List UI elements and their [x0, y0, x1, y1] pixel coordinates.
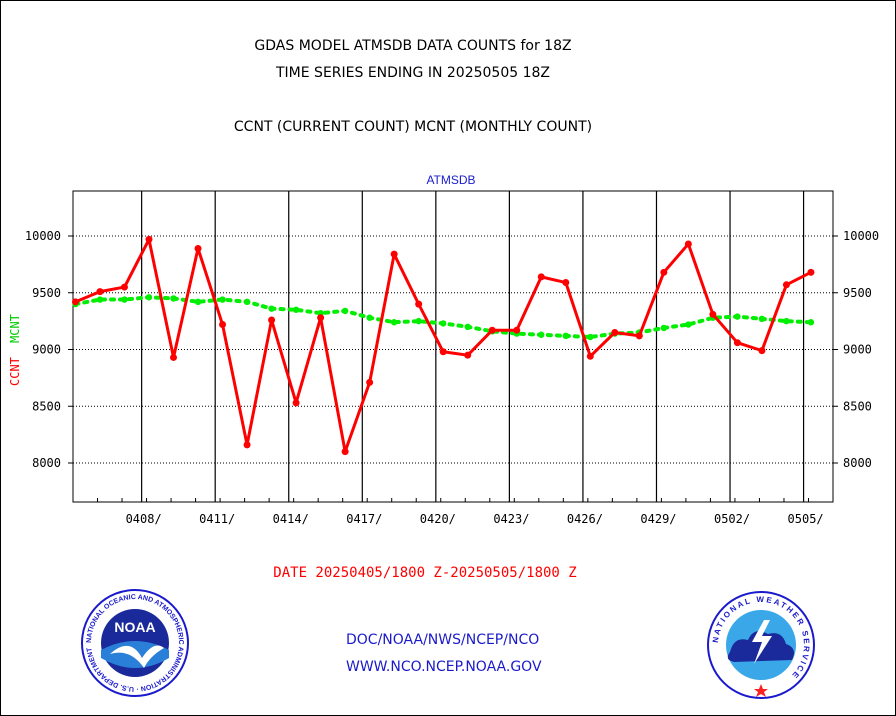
chart-title-line2: TIME SERIES ENDING IN 20250505 18Z: [276, 65, 550, 81]
ccnt-point: [464, 351, 472, 359]
y-tick-label-right: 8000: [843, 456, 872, 470]
x-tick-label: 0417/: [346, 512, 382, 526]
chart-title-line3: CCNT (CURRENT COUNT) MCNT (MONTHLY COUNT…: [233, 119, 593, 135]
ccnt-point: [366, 378, 374, 386]
ccnt-point: [317, 314, 325, 322]
x-tick-label: 0502/: [714, 512, 750, 526]
ccnt-point: [219, 321, 227, 329]
ccnt-point: [194, 244, 202, 252]
y-tick-label-right: 9000: [843, 343, 872, 357]
axis-layer: 8000 8000 8500 8500 9000 9000 9500 9500 10000 100…: [25, 190, 879, 526]
mcnt-point: [341, 307, 349, 315]
mcnt-point: [219, 296, 226, 303]
ccnt-point: [807, 268, 815, 276]
nws-logo-icon: NATIONAL WEATHER SERVICE: [707, 591, 815, 699]
mcnt-point: [366, 314, 373, 321]
ccnt-point: [684, 240, 692, 248]
org-line: DOC/NOAA/NWS/NCEP/NCO: [346, 632, 540, 648]
date-range: DATE 20250405/1800 Z-20250505/1800 Z: [273, 565, 577, 581]
ccnt-point: [243, 441, 251, 449]
y-tick-label-left: 8500: [32, 399, 61, 413]
mcnt-point: [439, 320, 447, 327]
ccnt-line: [73, 237, 813, 454]
noaa-logo-icon: NATIONAL OCEANIC AND ATMOSPHERIC ADMINIS…: [80, 588, 189, 697]
mcnt-point: [292, 306, 300, 313]
ccnt-point: [341, 448, 349, 456]
ccnt-point: [71, 298, 79, 306]
ccnt-point: [170, 353, 178, 361]
ccnt-series: [71, 235, 815, 456]
y-tick-label-right: 10000: [843, 229, 879, 243]
mcnt-point: [243, 298, 251, 306]
ccnt-point: [709, 310, 717, 318]
x-tick-label: 0505/: [788, 512, 824, 526]
mcnt-point: [660, 324, 668, 332]
x-tick-label: 0426/: [567, 512, 603, 526]
mcnt-point: [562, 332, 569, 340]
mcnt-point: [145, 294, 153, 301]
grid-layer: [73, 191, 833, 502]
ccnt-point: [390, 250, 398, 258]
y-tick-label-left: 10000: [25, 229, 61, 243]
mcnt-point: [121, 296, 128, 303]
ccnt-point: [611, 328, 619, 336]
x-tick-label: 0408/: [126, 512, 162, 526]
ccnt-point: [758, 347, 766, 355]
ccnt-point: [635, 332, 643, 340]
y-tick-label-left: 9500: [32, 286, 61, 300]
ccnt-point: [488, 326, 496, 334]
mcnt-point: [390, 319, 398, 326]
mcnt-point: [538, 331, 545, 338]
ccnt-point: [415, 300, 423, 308]
ccnt-axis-label: CCNT: [8, 357, 22, 386]
ccnt-point: [120, 283, 128, 291]
x-tick-label: 0429/: [640, 512, 676, 526]
chart-title-line1: GDAS MODEL ATMSDB DATA COUNTS for 18Z: [254, 38, 572, 54]
mcnt-point: [734, 313, 741, 320]
x-tick-label: 0414/: [273, 512, 309, 526]
ccnt-point: [292, 399, 300, 407]
mcnt-point: [685, 321, 692, 328]
ccnt-point: [537, 273, 545, 281]
mcnt-point: [807, 319, 815, 326]
x-tick-label: 0420/: [420, 512, 456, 526]
mcnt-point: [415, 317, 422, 325]
y-tick-label-left: 9000: [32, 343, 61, 357]
url-line: WWW.NCO.NCEP.NOAA.GOV: [346, 659, 542, 675]
ccnt-point: [439, 348, 447, 356]
ccnt-point: [96, 288, 104, 296]
ccnt-point: [660, 268, 668, 276]
y-tick-label-right: 9500: [843, 286, 872, 300]
mcnt-point: [464, 323, 471, 330]
y-tick-label-right: 8500: [843, 399, 872, 413]
noaa-logo-text: NOAA: [114, 619, 155, 635]
mcnt-point: [96, 296, 104, 303]
mcnt-point: [268, 305, 275, 312]
x-tick-label: 0411/: [199, 512, 235, 526]
ccnt-point: [586, 352, 594, 360]
ccnt-point: [562, 279, 570, 287]
y-tick-label-left: 8000: [32, 456, 61, 470]
x-tick-label: 0423/: [493, 512, 529, 526]
ccnt-point: [733, 339, 741, 347]
ccnt-point: [145, 235, 153, 243]
plot-frame: [72, 190, 834, 503]
mcnt-axis-label: MCNT: [8, 314, 22, 343]
ccnt-point: [268, 316, 276, 324]
mcnt-point: [194, 298, 202, 306]
chart-subtitle: ATMSDB: [426, 173, 475, 187]
mcnt-point: [758, 315, 766, 323]
ccnt-point: [782, 281, 790, 289]
ccnt-point: [513, 326, 521, 334]
mcnt-point: [587, 333, 594, 341]
mcnt-point: [783, 317, 790, 325]
mcnt-point: [170, 295, 177, 302]
